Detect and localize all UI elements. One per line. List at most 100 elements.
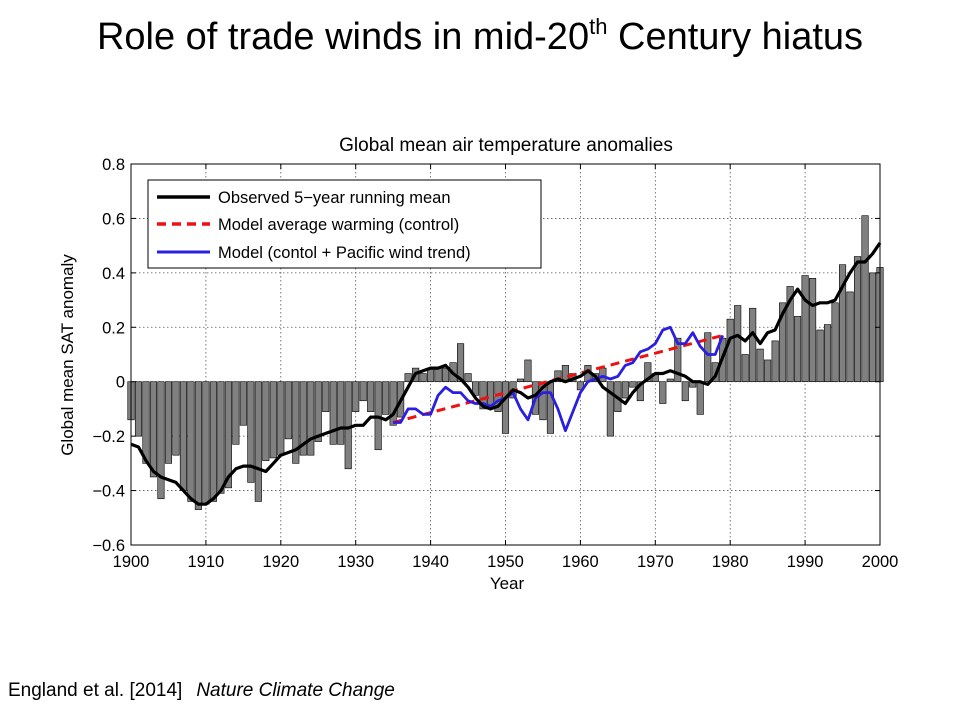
- x-tick-label: 1930: [337, 553, 374, 571]
- anomaly-bar: [741, 354, 749, 383]
- anomaly-bar: [239, 381, 247, 426]
- anomaly-bar: [457, 343, 465, 383]
- anomaly-bar: [164, 381, 172, 464]
- anomaly-bar: [779, 302, 787, 383]
- y-tick-label: 0: [116, 374, 125, 392]
- anomaly-bar: [494, 381, 502, 412]
- anomaly-bar: [389, 381, 397, 426]
- y-tick-label: 0.2: [102, 319, 125, 337]
- x-tick-label: 1960: [562, 553, 599, 571]
- y-tick-label: −0.6: [92, 537, 125, 555]
- anomaly-bar: [442, 367, 450, 383]
- y-tick-label: 0.6: [102, 210, 125, 228]
- slide-title: Role of trade winds in mid-20th Century …: [0, 14, 960, 59]
- anomaly-bar: [868, 272, 877, 383]
- anomaly-bar: [232, 381, 240, 445]
- anomaly-bar: [816, 329, 824, 383]
- anomaly-bar: [292, 381, 300, 464]
- anomaly-bar: [134, 381, 143, 437]
- y-tick-label: 0.8: [102, 156, 125, 174]
- anomaly-bar: [352, 381, 360, 412]
- legend-box: [147, 179, 542, 269]
- anomaly-bar: [704, 332, 712, 383]
- y-tick-label: −0.4: [92, 483, 125, 501]
- anomaly-bar: [839, 264, 847, 383]
- axes-layer: 1900 1910 1920 1930 1940 1950 1960 1970 1980 1990…: [92, 156, 898, 571]
- anomaly-bar: [149, 381, 158, 478]
- anomaly-bar: [861, 215, 869, 383]
- anomaly-bar: [172, 381, 180, 456]
- citation-authors: England et al. [2014]: [8, 680, 183, 701]
- anomaly-bar: [681, 381, 689, 402]
- anomaly-bar: [734, 305, 742, 383]
- slide-title-main: Role of trade winds in mid-20: [96, 16, 590, 58]
- anomaly-bar: [554, 370, 562, 383]
- anomaly-bar: [359, 381, 367, 402]
- x-tick-label: 1920: [262, 553, 299, 571]
- x-tick-label: 1970: [637, 553, 674, 571]
- anomaly-bar: [726, 318, 734, 383]
- anomaly-bar: [636, 381, 644, 402]
- anomaly-bar: [749, 307, 757, 383]
- anomaly-bar: [666, 378, 674, 383]
- anomaly-bar: [546, 381, 554, 434]
- anomaly-bar: [479, 381, 487, 410]
- x-tick-label: 1950: [487, 553, 524, 571]
- citation-journal: Nature Climate Change: [196, 680, 395, 701]
- anomaly-bar: [314, 381, 322, 442]
- anomaly-bar: [247, 381, 255, 483]
- y-tick-label: −0.2: [92, 428, 125, 446]
- anomaly-bar: [644, 362, 652, 383]
- legend-label-control: Model average warming (control): [218, 216, 459, 234]
- anomaly-bar: [786, 286, 794, 383]
- anomaly-bar: [217, 381, 225, 494]
- x-tick-label: 1940: [412, 553, 449, 571]
- anomaly-bar: [404, 373, 412, 383]
- anomaly-bar: [524, 359, 532, 383]
- anomaly-bar: [419, 373, 427, 383]
- anomaly-bar: [329, 381, 337, 445]
- anomaly-bar: [794, 316, 802, 383]
- anomaly-bar: [659, 381, 667, 404]
- anomaly-bar: [516, 378, 525, 383]
- anomaly-bar: [269, 381, 277, 459]
- anomaly-bar: [621, 381, 629, 399]
- anomaly-bar: [824, 324, 832, 383]
- anomaly-bar: [696, 381, 704, 415]
- x-tick-label: 1900: [113, 553, 150, 571]
- anomaly-bar: [337, 381, 345, 445]
- anomaly-bar: [606, 381, 614, 437]
- anomaly-bar: [179, 381, 187, 491]
- y-axis-label: Global mean SAT anomaly: [58, 254, 77, 456]
- anomaly-bar: [831, 302, 839, 383]
- anomaly-bar: [629, 381, 637, 388]
- anomaly-bar: [501, 381, 510, 434]
- x-tick-label: 1990: [787, 553, 824, 571]
- anomaly-bar: [299, 381, 307, 456]
- model-wind-trend-line: [393, 325, 725, 433]
- observed-running-mean-line: [130, 241, 882, 506]
- legend-label-observed: Observed 5−year running mean: [218, 189, 451, 207]
- anomaly-bar: [434, 367, 442, 383]
- x-tick-label: 2000: [862, 553, 899, 571]
- slide-title-superscript: th: [589, 14, 608, 39]
- anomaly-bar: [322, 381, 330, 412]
- anomaly-bar: [801, 275, 809, 383]
- anomaly-bar: [142, 381, 150, 464]
- anomaly-bar: [382, 381, 390, 415]
- x-tick-label: 1910: [188, 553, 225, 571]
- anomaly-bar: [674, 337, 682, 383]
- anomaly-bar: [187, 381, 195, 502]
- anomaly-bar: [254, 381, 262, 502]
- anomaly-bar: [277, 381, 285, 456]
- anomaly-bar: [853, 256, 862, 383]
- anomaly-bar: [756, 348, 764, 383]
- y-tick-label: 0.4: [102, 265, 125, 283]
- anomaly-bar: [202, 381, 210, 505]
- legend: Observed 5−year running mean Model avera…: [147, 179, 542, 269]
- chart-title: Global mean air temperature anomalies: [339, 135, 673, 156]
- anomaly-bar: [209, 381, 217, 502]
- anomaly-bar: [764, 359, 772, 383]
- anomaly-bar: [157, 381, 165, 500]
